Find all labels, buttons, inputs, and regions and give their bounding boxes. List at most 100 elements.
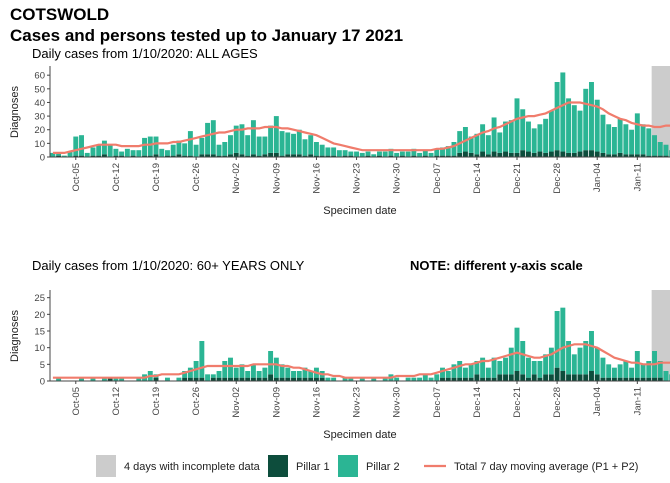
pillar1-bar [291, 377, 296, 381]
pillar2-bar [491, 117, 497, 152]
x-tick-label: Oct-12 [111, 163, 122, 192]
pillar1-bar [228, 377, 233, 381]
pillar1-bar [273, 377, 279, 381]
pillar2-bar [308, 371, 314, 378]
pillar2-bar [268, 351, 274, 375]
pillar1-bar [600, 152, 606, 157]
pillar2-bar [560, 72, 566, 152]
pillar2-bar [503, 357, 508, 375]
pillar2-bar [73, 136, 79, 156]
pillar2-bar [652, 135, 657, 156]
pillar2-bar [440, 147, 445, 156]
pillar2-bar [422, 150, 428, 156]
pillar1-bar [548, 151, 554, 157]
y-tick-label: 20 [34, 310, 45, 321]
y-axis-label: Diagnoses [9, 310, 21, 362]
pillar2-bar [285, 132, 291, 155]
pillar1-bar [571, 374, 577, 381]
pillar1-bar [170, 155, 176, 157]
pillar2-bar [176, 140, 182, 155]
pillar2-bar [165, 150, 170, 156]
pillar2-bar [308, 135, 314, 155]
pillar1-bar [623, 377, 629, 381]
pillar2-bar [531, 361, 537, 375]
x-tick-label: Dec-21 [512, 163, 523, 194]
pillar1-bar [268, 152, 274, 157]
pillar2-bar [182, 143, 188, 156]
pillar2-bar [331, 377, 337, 381]
pillar2-bar [233, 367, 239, 378]
pillar2-bar [56, 152, 62, 156]
x-tick-label: Dec-14 [472, 163, 483, 194]
pillar2-bar [520, 109, 526, 151]
pillar1-bar [142, 155, 148, 157]
pillar2-bar [210, 120, 216, 155]
x-tick-label: Dec-28 [552, 387, 563, 418]
pillar2-bar [79, 377, 84, 381]
pillar1-bar [153, 154, 159, 157]
pillar2-bar [296, 129, 302, 155]
pillar2-bar [577, 110, 583, 152]
pillar1-bar [239, 154, 245, 157]
pillar1-bar [73, 155, 79, 157]
pillar1-bar [623, 154, 629, 157]
x-tick-label: Oct-12 [111, 387, 122, 416]
pillar2-bar [56, 377, 62, 381]
pillar2-bar [497, 361, 503, 375]
pillar2-bar [525, 357, 531, 378]
pillar1-bar [216, 377, 222, 381]
pillar2-bar [560, 307, 566, 371]
pillar1-bar [577, 151, 583, 157]
pillar1-bar [256, 155, 262, 157]
pillar2-bar [165, 377, 170, 381]
y-tick-label: 15 [34, 327, 45, 338]
x-tick-label: Nov-09 [271, 387, 282, 418]
pillar1-bar [451, 155, 457, 157]
pillar1-bar [583, 150, 589, 157]
y-tick-label: 10 [34, 343, 45, 354]
pillar1-bar [319, 155, 325, 157]
pillar1-bar [600, 377, 606, 381]
pillar1-bar [101, 154, 107, 157]
pillar2-bar [657, 361, 663, 378]
pillar1-bar [296, 377, 302, 381]
panel-title: Daily cases from 1/10/2020: 60+ YEARS ON… [32, 258, 305, 273]
x-tick-label: Nov-23 [352, 387, 363, 418]
pillar2-bar [417, 152, 423, 157]
moving-average-line [52, 343, 670, 379]
pillar2-bar [187, 131, 193, 156]
pillar2-bar [233, 125, 239, 153]
pillar2-bar [256, 371, 262, 378]
pillar2-bar [359, 152, 365, 157]
pillar1-bar [187, 377, 193, 381]
pillar1-bar [365, 155, 371, 157]
pillar2-bar [371, 377, 377, 381]
pillar2-bar [503, 121, 508, 152]
pillar1-bar [577, 374, 583, 381]
pillar2-bar [480, 124, 486, 152]
pillar1-bar [462, 377, 468, 381]
pillar1-bar [543, 374, 549, 381]
pillar2-bar [468, 136, 474, 153]
pillar1-bar [640, 154, 646, 157]
pillar1-bar [308, 377, 314, 381]
pillar2-bar [291, 133, 296, 155]
x-tick-label: Oct-05 [71, 163, 82, 192]
pillar2-bar [170, 144, 176, 156]
pillar2-bar [228, 357, 233, 378]
pillar1-bar [657, 155, 663, 157]
pillar1-bar [606, 377, 612, 381]
pillar2-bar [302, 367, 308, 378]
y-tick-label: 10 [34, 139, 45, 150]
pillar1-bar [262, 377, 268, 381]
pillar2-bar [428, 377, 434, 381]
pillar2-bar [617, 118, 623, 153]
pillar2-bar [61, 155, 67, 157]
pillar2-bar [107, 144, 113, 157]
x-tick-label: Oct-26 [191, 387, 202, 416]
pillar2-bar [342, 377, 348, 381]
pillar2-bar [537, 361, 543, 378]
y-tick-label: 40 [34, 98, 45, 109]
pillar1-bar [514, 152, 520, 157]
pillar2-bar [583, 341, 589, 375]
